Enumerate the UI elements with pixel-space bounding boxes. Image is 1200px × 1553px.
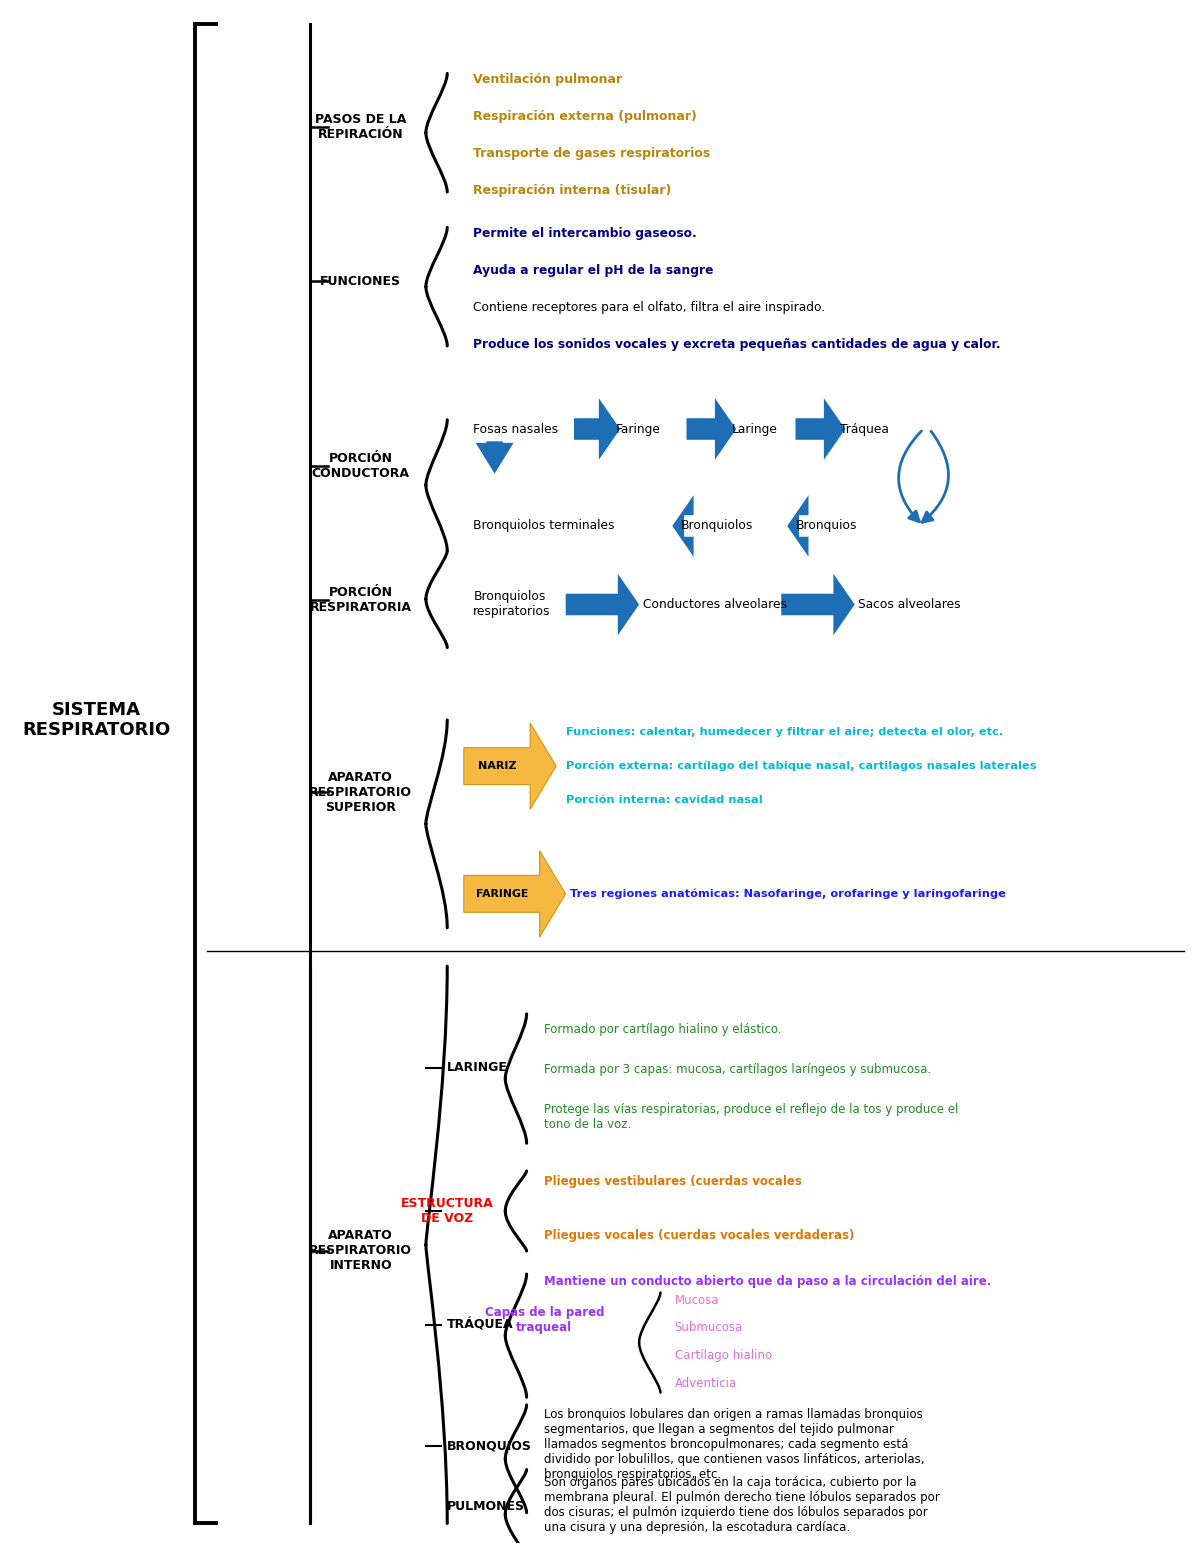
Text: Pliegues vestibulares (cuerdas vocales: Pliegues vestibulares (cuerdas vocales [545,1176,803,1188]
Text: Capas de la pared
traqueal: Capas de la pared traqueal [485,1306,604,1334]
Text: Bronquiolos: Bronquiolos [680,520,752,533]
Text: Pliegues vocales (cuerdas vocales verdaderas): Pliegues vocales (cuerdas vocales verdad… [545,1228,854,1242]
Text: PULMONES: PULMONES [448,1500,526,1513]
Text: Fosas nasales: Fosas nasales [473,422,558,435]
Text: Tráquea: Tráquea [840,422,889,435]
Text: PASOS DE LA
REPIRACIÓN: PASOS DE LA REPIRACIÓN [316,113,407,141]
Polygon shape [787,495,809,558]
Text: APARATO
RESPIRATORIO
SUPERIOR: APARATO RESPIRATORIO SUPERIOR [310,770,413,814]
Text: Formado por cartílago hialino y elástico.: Formado por cartílago hialino y elástico… [545,1023,782,1036]
Polygon shape [464,851,565,936]
Text: Son órganos pares ubicados en la caja torácica, cubierto por la
membrana pleural: Son órganos pares ubicados en la caja to… [545,1475,940,1534]
Text: LARINGE: LARINGE [448,1061,508,1075]
Text: PORCIÓN
CONDUCTORA: PORCIÓN CONDUCTORA [312,452,409,480]
Text: Porción interna: cavidad nasal: Porción interna: cavidad nasal [565,795,762,804]
Polygon shape [475,441,514,474]
Text: Adventicia: Adventicia [674,1378,737,1390]
Polygon shape [574,398,620,460]
Text: Laringe: Laringe [732,422,778,435]
Text: NARIZ: NARIZ [478,761,516,772]
Polygon shape [796,398,845,460]
Text: Mantiene un conducto abierto que da paso a la circulación del aire.: Mantiene un conducto abierto que da paso… [545,1275,991,1289]
Text: Submucosa: Submucosa [674,1322,743,1334]
Text: Permite el intercambio gaseoso.: Permite el intercambio gaseoso. [473,227,697,241]
Text: Los bronquios lobulares dan origen a ramas llamadas bronquios
segmentarios, que : Los bronquios lobulares dan origen a ram… [545,1409,925,1482]
Text: BRONQUIOS: BRONQUIOS [448,1440,532,1454]
Text: Tres regiones anatómicas: Nasofaringe, orofaringe y laringofaringe: Tres regiones anatómicas: Nasofaringe, o… [570,888,1007,899]
Text: PORCIÓN
RESPIRATORIA: PORCIÓN RESPIRATORIA [310,585,412,613]
Text: Cartílago hialino: Cartílago hialino [674,1350,772,1362]
Text: Ventilación pulmonar: Ventilación pulmonar [473,73,623,85]
Text: Bronquios: Bronquios [796,520,857,533]
Text: Contiene receptores para el olfato, filtra el aire inspirado.: Contiene receptores para el olfato, filt… [473,301,826,314]
Polygon shape [672,495,694,558]
Text: APARATO
RESPIRATORIO
INTERNO: APARATO RESPIRATORIO INTERNO [310,1230,413,1272]
Text: ESTRUCTURA
DE VOZ: ESTRUCTURA DE VOZ [401,1197,493,1225]
Text: Porción externa: cartílago del tabique nasal, cartilagos nasales laterales: Porción externa: cartílago del tabique n… [565,761,1036,772]
Text: Respiración externa (pulmonar): Respiración externa (pulmonar) [473,110,697,123]
Text: FARINGE: FARINGE [475,888,528,899]
Text: Bronquiolos
respiratorios: Bronquiolos respiratorios [473,590,551,618]
Text: Conductores alveolares: Conductores alveolares [643,598,787,610]
Polygon shape [565,573,640,635]
Text: Formada por 3 capas: mucosa, cartílagos laríngeos y submucosa.: Formada por 3 capas: mucosa, cartílagos … [545,1064,931,1076]
Polygon shape [464,724,557,809]
Text: Mucosa: Mucosa [674,1294,719,1306]
Text: Bronquiolos terminales: Bronquiolos terminales [473,520,614,533]
Text: Faringe: Faringe [616,422,660,435]
Text: Produce los sonidos vocales y excreta pequeñas cantidades de agua y calor.: Produce los sonidos vocales y excreta pe… [473,339,1001,351]
Text: Protege las vías respiratorias, produce el reflejo de la tos y produce el
tono d: Protege las vías respiratorias, produce … [545,1103,959,1131]
Text: Transporte de gases respiratorios: Transporte de gases respiratorios [473,148,710,160]
Text: Ayuda a regular el pH de la sangre: Ayuda a regular el pH de la sangre [473,264,714,276]
Text: Funciones: calentar, humedecer y filtrar el aire; detecta el olor, etc.: Funciones: calentar, humedecer y filtrar… [565,727,1003,738]
Polygon shape [781,573,854,635]
Polygon shape [686,398,737,460]
Text: SISTEMA
RESPIRATORIO: SISTEMA RESPIRATORIO [23,700,170,739]
Text: TRÁQUEA: TRÁQUEA [448,1318,514,1331]
Text: Sacos alveolares: Sacos alveolares [858,598,961,610]
Text: FUNCIONES: FUNCIONES [320,275,401,287]
Text: Respiración interna (tisular): Respiración interna (tisular) [473,183,672,197]
